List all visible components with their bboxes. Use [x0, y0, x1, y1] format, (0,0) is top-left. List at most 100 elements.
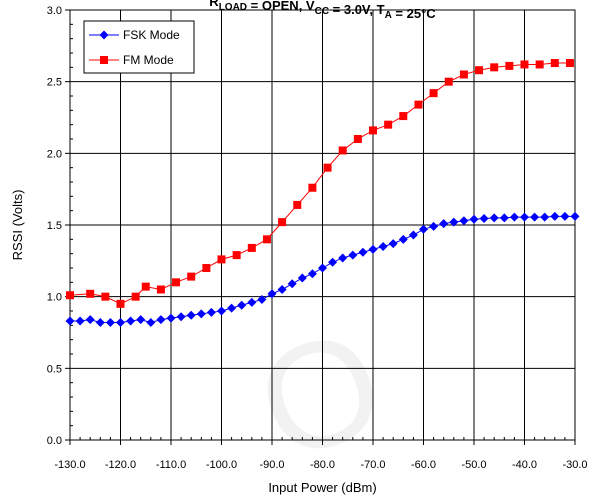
y-axis-title: RSSI (Volts) — [10, 190, 25, 261]
fsk-mode-point — [520, 212, 529, 222]
fsk-mode-point — [429, 221, 439, 231]
fsk-mode-point — [126, 316, 136, 326]
fm-mode-point — [116, 299, 125, 308]
fm-mode-point — [86, 289, 95, 298]
fsk-mode-point — [550, 211, 560, 221]
fm-mode-point — [429, 89, 438, 98]
y-tick-label: 0.5 — [47, 363, 62, 375]
fsk-mode-series — [65, 211, 580, 327]
y-tick-label: 0.0 — [47, 435, 62, 447]
fsk-mode-point — [328, 257, 338, 267]
x-tick-label: -50.0 — [461, 459, 486, 471]
fsk-mode-point — [318, 263, 327, 273]
fsk-mode-point — [489, 213, 499, 223]
fsk-mode-point — [348, 250, 358, 260]
fsk-mode-point — [156, 315, 166, 325]
fsk-mode-point — [307, 269, 317, 279]
fm-mode-line — [69, 62, 570, 305]
fm-mode-point — [66, 291, 74, 300]
legend-box — [83, 20, 195, 74]
fsk-mode-point — [247, 297, 257, 307]
fm-mode-point — [399, 112, 408, 121]
fm-mode-point — [293, 200, 302, 209]
fm-mode-point — [338, 146, 347, 155]
fsk-mode-point — [479, 214, 489, 224]
fm-mode-point — [278, 218, 287, 227]
fsk-mode-point — [136, 315, 146, 325]
fsk-mode-point — [146, 317, 156, 327]
series-layer — [65, 59, 580, 327]
fm-mode-point — [384, 120, 393, 129]
fsk-mode-point — [368, 244, 378, 254]
fsk-mode-point — [85, 315, 95, 325]
fsk-mode-point — [75, 316, 85, 326]
fm-mode-point — [414, 100, 423, 109]
fsk-mode-point — [540, 212, 550, 222]
fsk-mode-point — [95, 317, 105, 327]
y-tick-label: 2.5 — [47, 77, 62, 89]
fsk-mode-point — [398, 234, 408, 244]
fm-mode-point — [444, 77, 453, 86]
fsk-mode-point — [267, 289, 277, 299]
fsk-mode-point — [166, 313, 176, 323]
fsk-mode-point — [560, 211, 570, 221]
x-axis-title: Input Power (dBm) — [268, 480, 376, 495]
fsk-mode-point — [237, 300, 247, 310]
fm-mode-point — [565, 59, 574, 68]
fm-mode-point — [550, 59, 559, 68]
fm-mode-point — [490, 63, 499, 72]
fsk-mode-point — [388, 239, 398, 249]
fsk-mode-point — [338, 253, 348, 263]
fm-mode-point — [459, 70, 468, 79]
grid-lines — [70, 10, 575, 440]
fsk-mode-point — [105, 317, 115, 327]
fsk-mode-legend-marker — [99, 30, 109, 40]
x-tick-label: -70.0 — [360, 459, 385, 471]
y-tick-label: 3.0 — [47, 5, 62, 17]
fsk-mode-legend-label: FSK Mode — [123, 28, 180, 42]
fm-mode-point — [232, 251, 241, 260]
fm-mode-legend-marker — [100, 56, 108, 64]
fm-mode-point — [369, 126, 377, 135]
fm-mode-legend-label: FM Mode — [123, 53, 174, 67]
fm-mode-point — [141, 282, 150, 291]
x-tick-label: -120.0 — [105, 459, 136, 471]
fsk-mode-point — [227, 303, 237, 313]
fsk-mode-point — [419, 224, 428, 234]
fsk-mode-point — [287, 279, 297, 289]
fsk-mode-point — [116, 317, 125, 327]
fm-mode-point — [262, 235, 271, 244]
fm-mode-point — [217, 255, 226, 264]
y-axis-ticks: 0.0 0.5 1.0 1.5 2.0 2.5 3.0 — [47, 5, 70, 447]
fm-mode-point — [475, 66, 484, 75]
x-tick-label: -90.0 — [259, 459, 284, 471]
fsk-mode-point — [206, 307, 216, 317]
fsk-mode-point — [469, 214, 479, 224]
fsk-mode-point — [176, 312, 186, 322]
fm-mode-point — [202, 264, 211, 272]
x-tick-label: -110.0 — [156, 459, 186, 471]
fm-mode-point — [353, 135, 362, 143]
fsk-mode-point — [530, 212, 540, 222]
fsk-mode-point — [217, 306, 226, 316]
y-tick-label: 1.5 — [47, 220, 62, 232]
fm-mode-point — [505, 61, 514, 70]
legend: FSK Mode FM Mode — [83, 20, 195, 74]
fsk-mode-point — [277, 285, 287, 294]
fsk-mode-point — [358, 247, 368, 257]
fm-mode-series — [66, 59, 574, 308]
fm-mode-point — [156, 285, 165, 294]
fsk-mode-point — [378, 242, 388, 251]
x-tick-label: -80.0 — [310, 459, 335, 471]
fsk-mode-point — [509, 212, 519, 222]
fsk-mode-point — [499, 213, 509, 223]
y-tick-label: 1.0 — [47, 292, 62, 304]
x-axis-ticks: -130.0 -120.0 -110.0 -100.0 -90.0 -80.0 -70.0 -… — [54, 440, 588, 471]
fsk-mode-point — [196, 309, 206, 319]
fm-mode-point — [520, 60, 529, 69]
fsk-mode-point — [570, 211, 580, 221]
x-tick-label: -130.0 — [54, 459, 85, 471]
x-tick-label: -40.0 — [512, 459, 537, 471]
fm-mode-point — [101, 292, 110, 301]
